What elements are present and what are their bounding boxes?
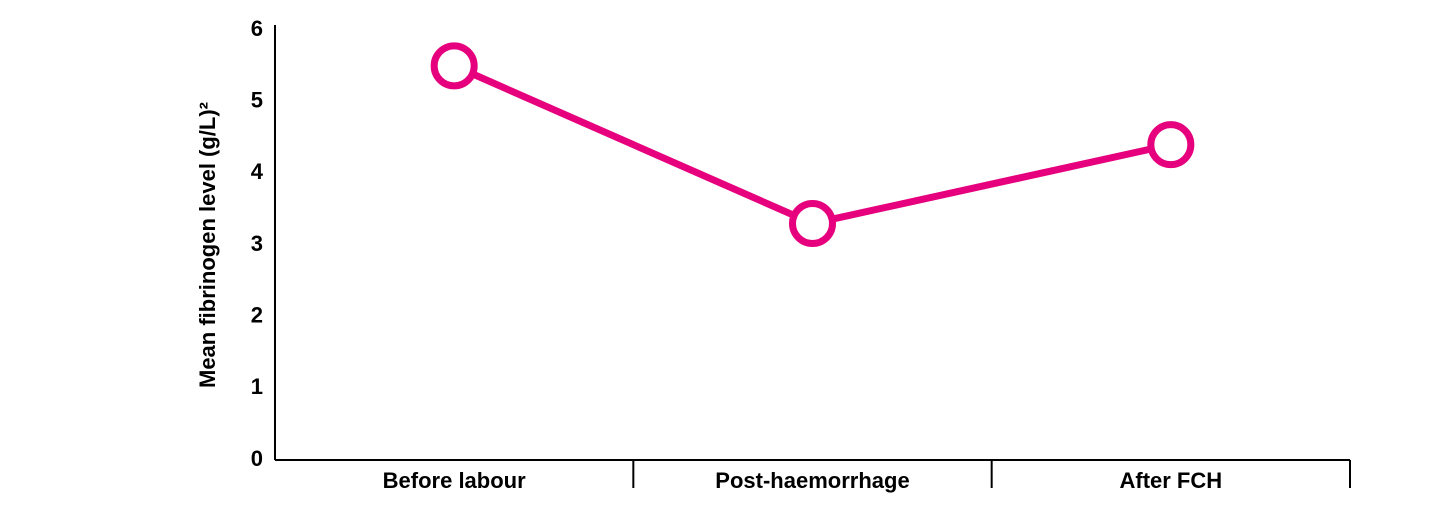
data-point-marker (793, 204, 833, 244)
data-point-marker (1151, 125, 1191, 165)
y-tick-label: 5 (251, 87, 263, 112)
series-segment (472, 74, 794, 216)
data-point-marker (434, 46, 474, 86)
y-tick-label: 4 (251, 159, 264, 184)
y-tick-label: 6 (251, 16, 263, 41)
series-segment (832, 149, 1151, 219)
fibrinogen-line-chart: 0 1 2 3 4 5 6 Before labour Post-haemorrhage Afte… (0, 0, 1450, 531)
x-tick-label: Before labour (383, 468, 526, 493)
y-tick-label: 2 (251, 302, 263, 327)
y-tick-label: 1 (251, 374, 263, 399)
x-tick-label: Post-haemorrhage (715, 468, 909, 493)
chart-container: 0 1 2 3 4 5 6 Before labour Post-haemorrhage Afte… (0, 0, 1450, 531)
y-tick-label: 3 (251, 231, 263, 256)
y-tick-label: 0 (251, 446, 263, 471)
y-axis-label: Mean fibrinogen level (g/L)² (195, 102, 220, 388)
x-tick-label: After FCH (1119, 468, 1222, 493)
